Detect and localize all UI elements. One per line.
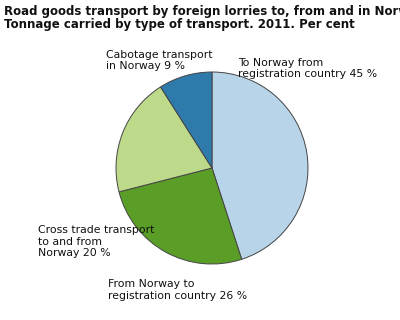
Text: Cabotage transport
in Norway 9 %: Cabotage transport in Norway 9 % bbox=[106, 50, 212, 71]
Text: Road goods transport by foreign lorries to, from and in Norway.: Road goods transport by foreign lorries … bbox=[4, 5, 400, 18]
Wedge shape bbox=[160, 72, 212, 168]
Text: Tonnage carried by type of transport. 2011. Per cent: Tonnage carried by type of transport. 20… bbox=[4, 18, 355, 31]
Wedge shape bbox=[116, 87, 212, 192]
Text: To Norway from
registration country 45 %: To Norway from registration country 45 % bbox=[238, 58, 377, 79]
Text: From Norway to
registration country 26 %: From Norway to registration country 26 % bbox=[108, 279, 247, 301]
Wedge shape bbox=[119, 168, 242, 264]
Wedge shape bbox=[212, 72, 308, 259]
Text: Cross trade transport
to and from
Norway 20 %: Cross trade transport to and from Norway… bbox=[38, 225, 154, 258]
